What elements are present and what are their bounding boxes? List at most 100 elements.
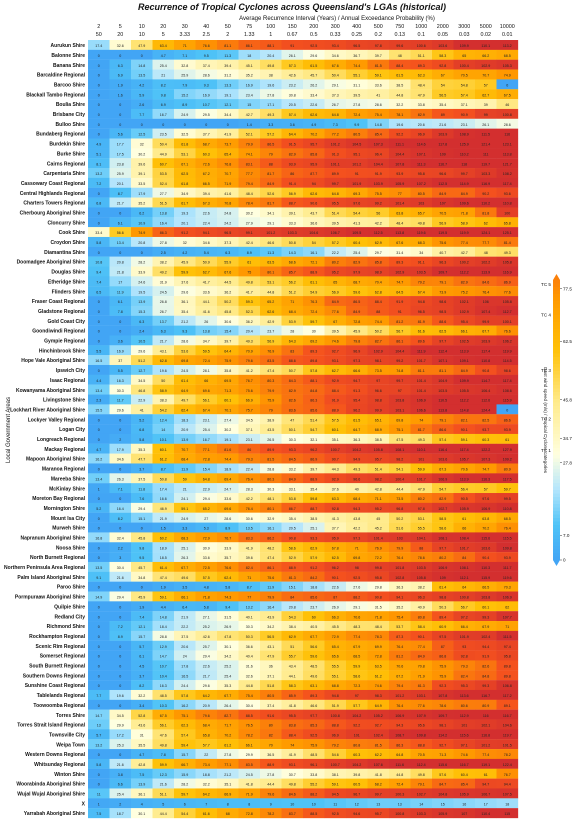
heatmap-cell (346, 177, 368, 188)
cell-value: 10.3 (160, 704, 167, 708)
cell-value: 19.1 (224, 438, 231, 442)
cell-value: 6 (184, 802, 186, 806)
heatmap-cell (152, 266, 175, 277)
heatmap-cell (174, 128, 196, 139)
heatmap-cell (109, 443, 132, 454)
cell-value: 3.5 (182, 586, 187, 590)
heatmap-cell (324, 483, 347, 494)
cell-value: 115.9 (481, 576, 490, 580)
heatmap-cell (174, 483, 196, 494)
cell-value: 4 (141, 802, 143, 806)
heatmap-cell (432, 79, 454, 90)
heatmap-cell (260, 463, 282, 474)
heatmap-cell (475, 384, 497, 395)
heatmap-cell (174, 788, 196, 799)
row-label: Lockyer Valley Regional (28, 417, 86, 423)
heatmap-cell (303, 384, 325, 395)
cell-value: 39.4 (224, 64, 231, 68)
heatmap-cell (281, 443, 304, 454)
cell-value: 83.3 (246, 536, 253, 540)
cell-value: 76.3 (310, 300, 317, 304)
heatmap-cell (410, 414, 433, 425)
cell-value: 59.6 (353, 290, 360, 294)
cell-value: 2 (119, 438, 121, 442)
heatmap-cell (475, 276, 497, 287)
colorbar-segment (553, 353, 560, 358)
heatmap-cell (195, 433, 218, 444)
cell-value: 42.2 (353, 527, 360, 531)
cell-value: 16.9 (246, 83, 253, 87)
heatmap-cell (303, 483, 325, 494)
cell-value: 6.2 (139, 212, 144, 216)
heatmap-cell (238, 207, 261, 218)
heatmap-cell (174, 335, 196, 346)
cell-value: 29.1 (353, 605, 360, 609)
cell-value: 107 (440, 202, 446, 206)
heatmap-cell (109, 207, 132, 218)
cell-value: 90.8 (289, 536, 296, 540)
cell-value: 97.4 (504, 645, 511, 649)
heatmap-cell (238, 778, 261, 789)
cell-value: 25.4 (224, 674, 231, 678)
cell-value: 21.9 (160, 517, 167, 521)
row-label: Mount Isa City (51, 516, 85, 522)
heatmap-cell (496, 59, 519, 70)
cell-value: 85.9 (289, 694, 296, 698)
cell-value: 38.5 (396, 83, 403, 87)
cell-value: 74.9 (504, 74, 511, 78)
heatmap-cell (453, 443, 476, 454)
cell-value: 25.4 (353, 251, 360, 255)
heatmap-cell (260, 394, 282, 405)
cell-value: 15 (247, 103, 251, 107)
cell-value: 27.9 (246, 221, 253, 225)
heatmap-cell (432, 739, 454, 750)
heatmap-cell (260, 611, 282, 622)
cell-value: 103.3 (288, 231, 297, 235)
cell-value: 39.7 (224, 340, 231, 344)
colorbar-segment (553, 385, 560, 389)
heatmap-cell (217, 40, 239, 50)
cell-value: 65 (462, 54, 466, 58)
cell-value: 63.5 (267, 261, 274, 265)
heatmap-cell (496, 276, 519, 287)
cell-value: 101.2 (395, 694, 404, 698)
colorbar-segment (553, 290, 560, 295)
heatmap-cell (303, 778, 325, 789)
heatmap-cell (238, 699, 261, 710)
heatmap-cell (324, 227, 347, 238)
cell-value: 91.9 (482, 655, 489, 659)
cell-value: 52.4 (160, 182, 167, 186)
cell-value: 32.5 (181, 133, 188, 137)
cell-value: 97.9 (353, 271, 360, 275)
heatmap-cell (432, 335, 454, 346)
heatmap-cell (238, 758, 261, 769)
heatmap-cell (174, 729, 196, 740)
heatmap-cell (496, 512, 519, 523)
x-axis-label: Average Recurrence Interval (Years) / An… (239, 16, 435, 22)
cell-value: 53.1 (418, 517, 425, 521)
heatmap-cell (475, 473, 497, 484)
heatmap-cell (174, 502, 196, 513)
heatmap-cell (109, 59, 132, 70)
cell-value: 98.6 (504, 369, 511, 373)
heatmap-cell (496, 207, 519, 218)
heatmap-cell (367, 670, 390, 681)
cell-value: 75.1 (396, 428, 403, 432)
cell-value: 5.2 (139, 418, 144, 422)
heatmap-cell (131, 227, 153, 238)
heatmap-cell (303, 364, 325, 375)
cell-value: 101 (461, 724, 467, 728)
heatmap-cell (389, 483, 411, 494)
colorbar-segment (553, 367, 560, 372)
cell-value: 34.5 (246, 418, 253, 422)
heatmap-cell (88, 374, 110, 385)
cell-value: 13.8 (160, 212, 167, 216)
heatmap-cell (496, 680, 519, 691)
heatmap-cell (410, 522, 433, 533)
heatmap-cell (367, 552, 390, 563)
heatmap-cell (88, 59, 110, 70)
colorbar-segment (553, 280, 560, 284)
cell-value: 76.7 (504, 773, 511, 777)
cell-value: 66.1 (181, 596, 188, 600)
cell-value: 62.2 (375, 753, 382, 757)
